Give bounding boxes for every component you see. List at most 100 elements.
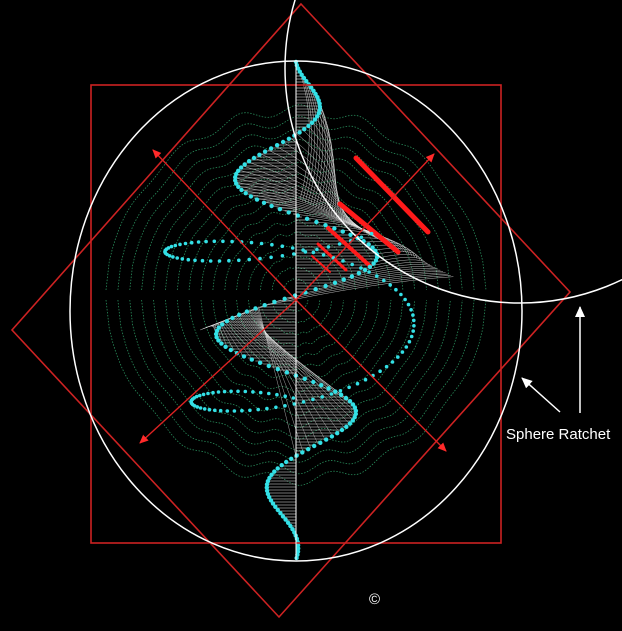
- helix-dot: [196, 240, 201, 244]
- helix-dot: [375, 274, 379, 278]
- helix-dot: [412, 318, 416, 323]
- helix-dot: [207, 407, 212, 412]
- mesh-strand: [306, 81, 318, 204]
- red-ratchet-bar: [337, 201, 401, 255]
- mesh-strand: [223, 320, 264, 365]
- mesh-strand: [308, 125, 338, 219]
- mesh-strand: [262, 276, 454, 307]
- helix-dot: [264, 482, 270, 487]
- helix-dot: [294, 453, 299, 458]
- helix-dot: [216, 338, 221, 343]
- helix-dot: [243, 191, 248, 196]
- helix-dot: [311, 250, 316, 255]
- helix-dot: [237, 258, 241, 263]
- helix-dot: [347, 421, 353, 426]
- green-contour-line: [153, 299, 439, 440]
- helix-dot: [297, 69, 302, 74]
- helix-dot: [329, 434, 335, 439]
- helix-dot: [350, 418, 355, 423]
- helix-dot: [204, 239, 208, 244]
- helix-dot: [236, 184, 241, 189]
- helix-dot: [339, 427, 345, 433]
- helix-dot: [279, 463, 284, 468]
- helix-dot: [286, 136, 292, 141]
- helix-dot: [195, 405, 200, 409]
- helix-dot: [312, 443, 317, 449]
- helix-dot: [227, 258, 231, 263]
- helix-dot: [388, 283, 393, 287]
- copyright-mark: ©: [369, 591, 380, 608]
- helix-dot: [290, 246, 295, 250]
- helix-dot: [362, 267, 368, 273]
- helix-dot: [286, 210, 291, 215]
- mesh-strand: [228, 318, 298, 377]
- green-contour-line: [165, 162, 427, 291]
- helix-dot: [208, 259, 213, 263]
- helix-dot: [270, 242, 274, 247]
- helix-dot: [248, 408, 252, 413]
- helix-dot: [317, 104, 323, 110]
- helix-dot: [329, 392, 334, 396]
- mesh-strand: [364, 241, 413, 256]
- helix-dot: [275, 367, 280, 372]
- helix-dot: [399, 292, 403, 297]
- mesh-strand: [374, 256, 426, 263]
- helix-dot: [396, 355, 400, 359]
- mesh-strand: [319, 105, 333, 212]
- green-contour-line: [165, 299, 427, 428]
- arrow-diagonal-icon: [139, 299, 297, 444]
- helix-dot: [294, 555, 299, 561]
- helix-dot: [295, 543, 301, 548]
- helix-dot: [224, 319, 229, 324]
- helix-dot: [309, 120, 315, 126]
- helix-dot: [267, 495, 272, 500]
- helix-dot: [311, 397, 315, 402]
- helix-dot: [220, 322, 225, 327]
- mesh-strand: [300, 272, 446, 295]
- helix-dot: [412, 324, 416, 328]
- helix-dot: [304, 79, 309, 84]
- helix-dot: [320, 395, 325, 399]
- mesh-strand: [313, 271, 444, 291]
- helix-dot: [230, 239, 234, 244]
- helix-dot: [359, 266, 363, 270]
- helix-dot: [301, 400, 306, 404]
- helix-dot: [370, 245, 375, 250]
- green-contour-line: [153, 150, 439, 291]
- mesh-strand: [325, 269, 441, 287]
- mesh-strand: [303, 129, 340, 220]
- helix-dot: [173, 243, 178, 248]
- helix-dot: [265, 406, 269, 411]
- helix-dot: [291, 396, 296, 400]
- helix-dot: [236, 389, 240, 394]
- helix-dot: [258, 256, 262, 261]
- arrow-diagonal-icon: [295, 153, 435, 301]
- helix-dot: [238, 165, 244, 170]
- helix-dot: [323, 223, 328, 228]
- helix-dot: [180, 257, 185, 261]
- helix-dot: [267, 391, 271, 396]
- helix-dot: [171, 255, 175, 259]
- red-ratchet-bar: [353, 155, 431, 235]
- helix-dot: [272, 299, 277, 305]
- helix-dot: [292, 252, 296, 256]
- mesh-strand: [241, 313, 357, 413]
- helix-dot: [411, 329, 416, 333]
- helix-dot: [186, 257, 191, 262]
- helix-dot: [341, 259, 345, 263]
- helix-dot: [277, 207, 283, 212]
- mesh-strand: [243, 312, 356, 417]
- helix-dot: [382, 278, 386, 283]
- helix-dot: [318, 440, 323, 445]
- mesh-strand: [290, 137, 345, 223]
- helix-dot: [222, 389, 227, 394]
- helix-dot: [411, 313, 415, 317]
- helix-dot: [280, 254, 285, 258]
- red-bar-group: [311, 155, 431, 273]
- cyan-helix-wave: [163, 59, 416, 561]
- helix-dot: [313, 287, 318, 292]
- helix-dot: [254, 197, 260, 202]
- helix-dot: [302, 127, 307, 132]
- helix-dot: [326, 386, 331, 391]
- helix-dot: [261, 200, 267, 205]
